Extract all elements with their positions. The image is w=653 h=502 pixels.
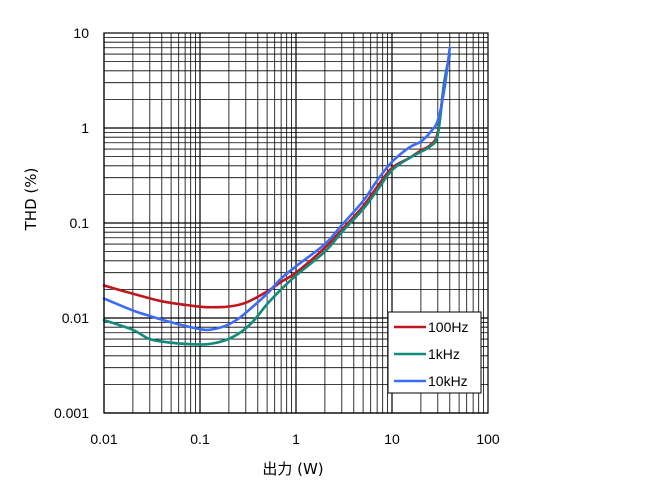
legend-label-100hz: 100Hz <box>428 319 468 335</box>
x-tick-label: 1 <box>292 431 300 447</box>
x-tick-label: 100 <box>476 431 500 447</box>
plot-frame <box>103 32 489 414</box>
series-line-100hz <box>102 52 452 309</box>
x-tick-labels: 0.01 0.1 1 10 100 <box>90 431 500 447</box>
legend-box <box>387 311 482 394</box>
x-tick-label: 0.1 <box>190 431 210 447</box>
series-line-10khz <box>102 46 452 332</box>
y-axis-title: THD (%) <box>22 168 40 232</box>
y-tick-label: 0.1 <box>70 215 90 231</box>
legend: 100Hz 1kHz 10kHz <box>387 311 482 394</box>
y-tick-labels: 10 1 0.1 0.01 0.001 <box>54 25 89 421</box>
x-tick-label: 0.01 <box>90 431 117 447</box>
legend-label-1khz: 1kHz <box>428 346 460 362</box>
series-line-1khz <box>102 52 452 346</box>
y-tick-label: 1 <box>81 120 89 136</box>
y-tick-label: 0.01 <box>62 310 89 326</box>
legend-label-10khz: 10kHz <box>428 373 468 389</box>
series-lines <box>102 46 452 346</box>
y-tick-label: 10 <box>73 25 89 41</box>
y-tick-label: 0.001 <box>54 405 89 421</box>
x-tick-label: 10 <box>384 431 400 447</box>
x-axis-title: 出力 (W) <box>262 460 323 478</box>
